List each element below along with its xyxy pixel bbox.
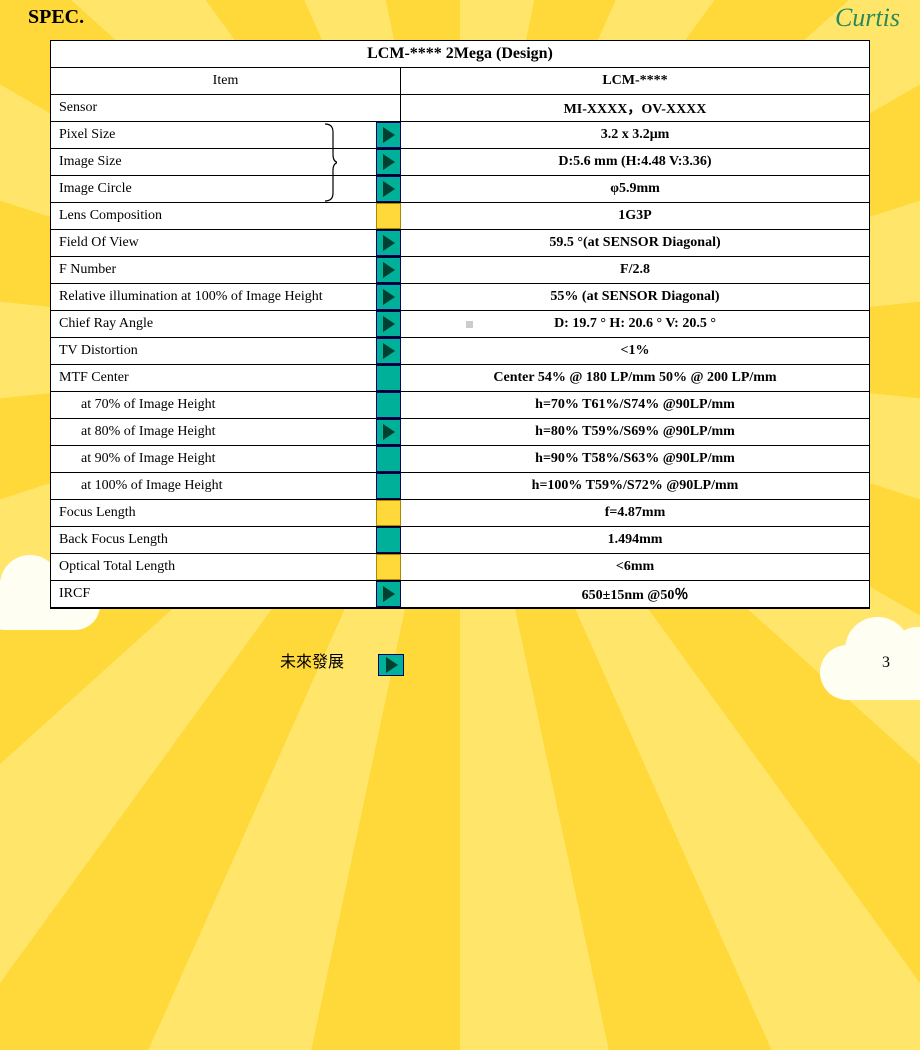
yellow-marker: [376, 554, 401, 580]
row-value: 1G3P: [401, 203, 869, 229]
row-label: Lens Composition: [51, 203, 401, 229]
teal-marker: [376, 122, 401, 148]
yellow-marker: [376, 500, 401, 526]
row-label: TV Distortion: [51, 338, 401, 364]
row-label: F Number: [51, 257, 401, 283]
spec-table: LCM-**** 2Mega (Design) Item LCM-**** Se…: [50, 40, 870, 609]
play-icon: [383, 127, 395, 143]
row-label: Sensor: [51, 95, 401, 121]
table-row: Pixel Size3.2 x 3.2μm: [51, 122, 869, 149]
row-label: Field Of View: [51, 230, 401, 256]
row-value: MI-XXXX，OV-XXXX: [401, 95, 869, 121]
page-number: 3: [882, 654, 890, 672]
teal-marker: [376, 176, 401, 202]
teal-marker: [376, 284, 401, 310]
play-icon: [383, 154, 395, 170]
table-row: Lens Composition1G3P: [51, 203, 869, 230]
teal-marker: [376, 257, 401, 283]
table-row: at 70% of Image Heighth=70% T61%/S74% @9…: [51, 392, 869, 419]
row-value: D:5.6 mm (H:4.48 V:3.36): [401, 149, 869, 175]
row-label: Optical Total Length: [51, 554, 401, 580]
play-icon: [383, 181, 395, 197]
row-value: <6mm: [401, 554, 869, 580]
table-title: LCM-**** 2Mega (Design): [51, 41, 869, 68]
play-icon: [383, 289, 395, 305]
table-row: SensorMI-XXXX，OV-XXXX: [51, 95, 869, 122]
table-row: TV Distortion<1%: [51, 338, 869, 365]
col-header-value: LCM-****: [401, 68, 869, 94]
row-value: <1%: [401, 338, 869, 364]
row-label: MTF Center: [51, 365, 401, 391]
row-label: Chief Ray Angle: [51, 311, 401, 337]
teal-marker: [376, 392, 401, 418]
row-label: Image Circle: [51, 176, 401, 202]
row-label: Image Size: [51, 149, 401, 175]
table-row: at 100% of Image Heighth=100% T59%/S72% …: [51, 473, 869, 500]
teal-marker: [376, 365, 401, 391]
row-label: at 70% of Image Height: [51, 392, 401, 418]
footer-text: 未來發展: [280, 648, 344, 672]
row-value: f=4.87mm: [401, 500, 869, 526]
author-name: Curtis: [835, 6, 900, 31]
row-value: F/2.8: [401, 257, 869, 283]
row-value: 650±15nm @50％: [401, 581, 869, 607]
play-icon: [383, 316, 395, 332]
teal-marker: [376, 230, 401, 256]
play-icon: [383, 235, 395, 251]
row-value: h=80% T59%/S69% @90LP/mm: [401, 419, 869, 445]
play-icon: [383, 424, 395, 440]
table-row: Focus Lengthf=4.87mm: [51, 500, 869, 527]
row-label: at 100% of Image Height: [51, 473, 401, 499]
play-icon: [383, 262, 395, 278]
row-value: h=90% T58%/S63% @90LP/mm: [401, 446, 869, 472]
table-row: MTF CenterCenter 54% @ 180 LP/mm 50% @ 2…: [51, 365, 869, 392]
slide-page: SPEC. Curtis LCM-**** 2Mega (Design) Ite…: [0, 0, 920, 690]
teal-marker: [376, 311, 401, 337]
col-header-item: Item: [51, 68, 401, 94]
table-row: Relative illumination at 100% of Image H…: [51, 284, 869, 311]
yellow-marker: [376, 203, 401, 229]
table-row: IRCF650±15nm @50％: [51, 581, 869, 608]
row-value: 55% (at SENSOR Diagonal): [401, 284, 869, 310]
row-value: φ5.9mm: [401, 176, 869, 202]
row-value: h=70% T61%/S74% @90LP/mm: [401, 392, 869, 418]
table-body: SensorMI-XXXX，OV-XXXXPixel Size3.2 x 3.2…: [51, 95, 869, 608]
row-label: Back Focus Length: [51, 527, 401, 553]
row-value: 3.2 x 3.2μm: [401, 122, 869, 148]
table-row: Image Circleφ5.9mm: [51, 176, 869, 203]
table-row: Image SizeD:5.6 mm (H:4.48 V:3.36): [51, 149, 869, 176]
row-label: Pixel Size: [51, 122, 401, 148]
row-value: Center 54% @ 180 LP/mm 50% @ 200 LP/mm: [401, 365, 869, 391]
table-row: at 90% of Image Heighth=90% T58%/S63% @9…: [51, 446, 869, 473]
play-icon: [383, 343, 395, 359]
play-icon: [383, 586, 395, 602]
teal-marker: [376, 446, 401, 472]
row-label: at 80% of Image Height: [51, 419, 401, 445]
teal-marker: [376, 419, 401, 445]
teal-marker: [376, 338, 401, 364]
row-label: Relative illumination at 100% of Image H…: [51, 284, 401, 310]
teal-marker: [376, 527, 401, 553]
table-row: F NumberF/2.8: [51, 257, 869, 284]
table-row: at 80% of Image Heighth=80% T59%/S69% @9…: [51, 419, 869, 446]
teal-marker: [376, 473, 401, 499]
table-row: Optical Total Length<6mm: [51, 554, 869, 581]
footer-next-button[interactable]: [378, 654, 404, 676]
row-value: 1.494mm: [401, 527, 869, 553]
spec-heading: SPEC.: [28, 6, 84, 29]
table-row: Chief Ray AngleD: 19.7 ° H: 20.6 ° V: 20…: [51, 311, 869, 338]
teal-marker: [376, 581, 401, 607]
table-row: Back Focus Length1.494mm: [51, 527, 869, 554]
table-header-row: Item LCM-****: [51, 68, 869, 95]
row-value: 59.5 °(at SENSOR Diagonal): [401, 230, 869, 256]
row-label: at 90% of Image Height: [51, 446, 401, 472]
table-row: Field Of View59.5 °(at SENSOR Diagonal): [51, 230, 869, 257]
row-label: IRCF: [51, 581, 401, 607]
teal-marker: [376, 149, 401, 175]
bullet-marker: [466, 321, 473, 328]
row-value: h=100% T59%/S72% @90LP/mm: [401, 473, 869, 499]
row-label: Focus Length: [51, 500, 401, 526]
